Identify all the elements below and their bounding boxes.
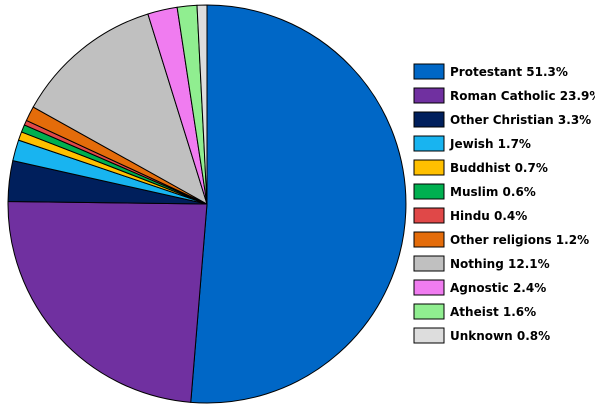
legend-label: Unknown 0.8% xyxy=(450,329,550,343)
legend-item-buddhist: Buddhist 0.7% xyxy=(413,159,548,176)
legend-swatch xyxy=(413,111,445,128)
legend-swatch xyxy=(413,279,445,296)
pie-slice-roman-catholic xyxy=(7,201,208,403)
legend-label: Other religions 1.2% xyxy=(450,233,589,247)
legend-item-nothing: Nothing 12.1% xyxy=(413,255,550,272)
legend-item-atheist: Atheist 1.6% xyxy=(413,303,536,320)
legend-label: Atheist 1.6% xyxy=(450,305,536,319)
legend-item-roman-catholic: Roman Catholic 23.9% xyxy=(413,87,595,104)
legend-swatch xyxy=(413,135,445,152)
legend-item-unknown: Unknown 0.8% xyxy=(413,327,550,344)
legend-swatch xyxy=(413,231,445,248)
pie-slices xyxy=(7,4,407,404)
legend-item-jewish: Jewish 1.7% xyxy=(413,135,531,152)
legend-label: Agnostic 2.4% xyxy=(450,281,546,295)
legend-label: Nothing 12.1% xyxy=(450,257,550,271)
legend-label: Roman Catholic 23.9% xyxy=(450,89,595,103)
pie-slice-unknown xyxy=(196,4,208,205)
legend-swatch xyxy=(413,327,445,344)
legend-label: Buddhist 0.7% xyxy=(450,161,548,175)
legend-swatch xyxy=(413,183,445,200)
legend-label: Other Christian 3.3% xyxy=(450,113,591,127)
legend-label: Muslim 0.6% xyxy=(450,185,536,199)
legend-item-other-christian: Other Christian 3.3% xyxy=(413,111,591,128)
legend-label: Jewish 1.7% xyxy=(449,137,531,151)
legend: Protestant 51.3% Roman Catholic 23.9% Othe… xyxy=(413,63,595,344)
pie-slice-protestant xyxy=(190,4,407,404)
legend-item-protestant: Protestant 51.3% xyxy=(413,63,568,80)
legend-swatch xyxy=(413,207,445,224)
legend-swatch xyxy=(413,159,445,176)
legend-label: Protestant 51.3% xyxy=(450,65,568,79)
legend-label: Hindu 0.4% xyxy=(450,209,527,223)
pie-slice-nothing xyxy=(32,13,208,205)
legend-item-agnostic: Agnostic 2.4% xyxy=(413,279,546,296)
legend-swatch xyxy=(413,303,445,320)
legend-swatch xyxy=(413,87,445,104)
legend-swatch xyxy=(413,255,445,272)
legend-swatch xyxy=(413,63,445,80)
legend-item-hindu: Hindu 0.4% xyxy=(413,207,527,224)
legend-item-muslim: Muslim 0.6% xyxy=(413,183,536,200)
legend-item-other-religions: Other religions 1.2% xyxy=(413,231,589,248)
